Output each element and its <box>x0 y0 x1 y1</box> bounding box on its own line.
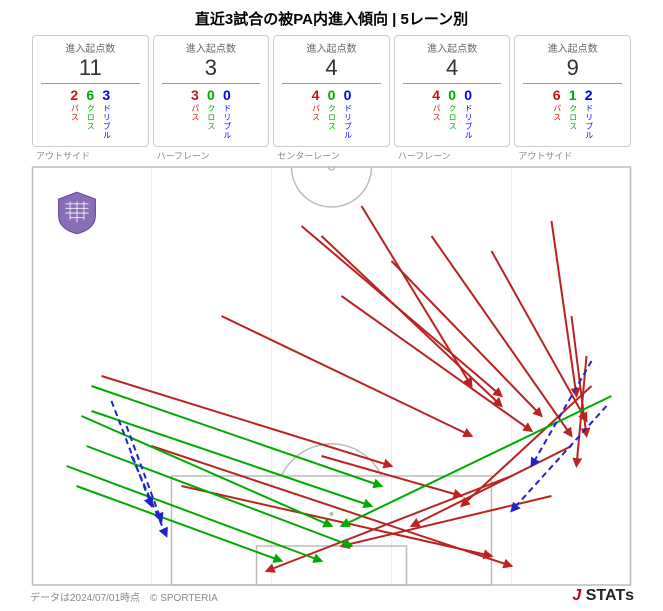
lane-metric-label: 進入起点数 <box>35 40 146 55</box>
lane-box-1: 進入起点数 3 3パス 0クロス 0ドリブル <box>153 35 270 147</box>
jstats-logo: J STATs <box>572 587 633 605</box>
lane-name: アウトサイド <box>30 149 151 162</box>
pitch-area <box>30 166 633 586</box>
lane-pass-val: 2 <box>70 88 78 102</box>
lane-total: 9 <box>523 55 622 81</box>
lane-total: 4 <box>282 55 381 81</box>
footer-text: データは2024/07/01時点 © SPORTERIA <box>30 589 572 604</box>
chart-title: 直近3試合の被PA内進入傾向 | 5レーン別 <box>0 0 663 35</box>
lane-stats-row: 進入起点数 11 2 パス 6 クロス 3 ドリブル 進入起点数 3 3パス 0クロス… <box>0 35 663 147</box>
lane-name: アウトサイド <box>512 149 633 162</box>
lane-total: 3 <box>162 55 261 81</box>
arrows-cross <box>67 386 612 561</box>
lane-box-3: 進入起点数 4 4パス 0クロス 0ドリブル <box>394 35 511 147</box>
lane-box-4: 進入起点数 9 6パス 1クロス 2ドリブル <box>514 35 631 147</box>
lane-dribble-val: 3 <box>102 88 110 102</box>
pass-label: パス <box>70 104 78 122</box>
pitch-lines <box>33 166 631 585</box>
team-crest-icon <box>54 190 100 236</box>
lane-dividers <box>152 166 512 586</box>
lane-name: センターレーン <box>271 149 392 162</box>
lane-total: 11 <box>41 55 140 81</box>
lane-metric-label: 進入起点数 <box>276 40 387 55</box>
dribble-label: ドリブル <box>102 104 110 140</box>
lane-names-row: アウトサイド ハーフレーン センターレーン ハーフレーン アウトサイド <box>0 147 663 162</box>
pitch-svg <box>30 166 633 586</box>
lane-metric-label: 進入起点数 <box>397 40 508 55</box>
footer: データは2024/07/01時点 © SPORTERIA J STATs <box>0 587 663 605</box>
arrows-pass <box>102 206 592 571</box>
lane-name: ハーフレーン <box>151 149 272 162</box>
chart-container: 直近3試合の被PA内進入傾向 | 5レーン別 進入起点数 11 2 パス 6 クロス… <box>0 0 663 611</box>
lane-total: 4 <box>403 55 502 81</box>
cross-label: クロス <box>86 104 94 131</box>
lane-cross-val: 6 <box>86 88 94 102</box>
lane-name: ハーフレーン <box>392 149 513 162</box>
lane-metric-label: 進入起点数 <box>517 40 628 55</box>
lane-box-0: 進入起点数 11 2 パス 6 クロス 3 ドリブル <box>32 35 149 147</box>
lane-box-2: 進入起点数 4 4パス 0クロス 0ドリブル <box>273 35 390 147</box>
lane-metric-label: 進入起点数 <box>156 40 267 55</box>
